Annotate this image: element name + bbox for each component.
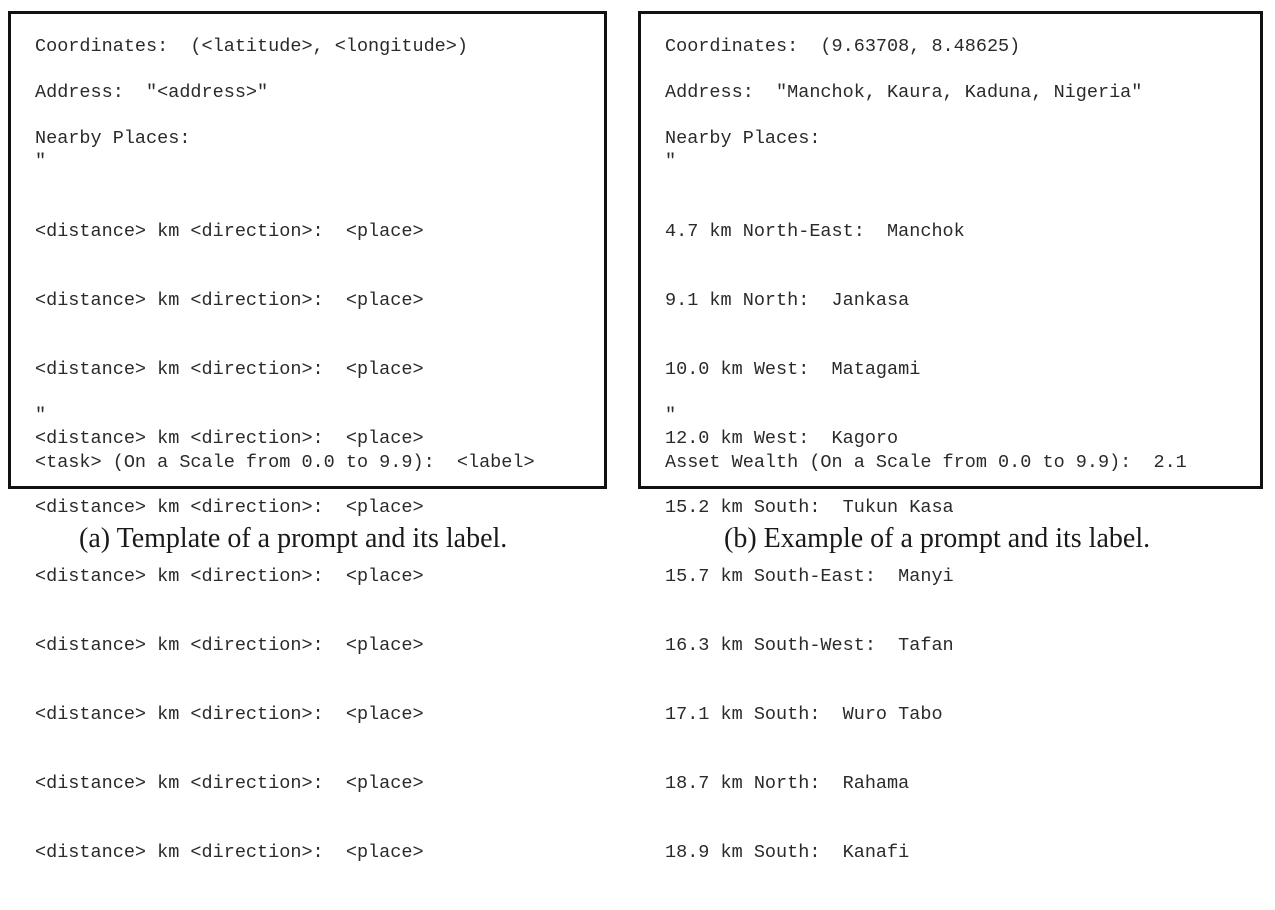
place-row: <distance> km <direction>: <place> [35,359,424,380]
place-row: 15.7 km South-East: Manyi [665,566,954,587]
place-row: 10.0 km West: Matagami [665,359,921,380]
place-row: <distance> km <direction>: <place> [35,221,424,242]
address-line: Address: "Manchok, Kaura, Kaduna, Nigeri… [665,82,1143,103]
place-row: <distance> km <direction>: <place> [35,497,424,518]
open-quote: " [665,151,677,172]
place-row: 15.2 km South: Tukun Kasa [665,497,954,518]
close-quote: " [35,405,47,426]
place-row: <distance> km <direction>: <place> [35,773,424,794]
place-row: <distance> km <direction>: <place> [35,635,424,656]
place-row: 18.9 km South: Kanafi [665,842,910,863]
place-row: 18.7 km North: Rahama [665,773,910,794]
example-caption: (b) Example of a prompt and its label. [724,523,1151,554]
task-line: Asset Wealth (On a Scale from 0.0 to 9.9… [665,452,1187,473]
place-row: <distance> km <direction>: <place> [35,842,424,863]
nearby-places-header: Nearby Places: [35,128,191,149]
place-row: 16.3 km South-West: Tafan [665,635,954,656]
coordinates-line: Coordinates: (<latitude>, <longitude>) [35,36,468,57]
close-quote: " [665,405,677,426]
template-panel: Coordinates: (<latitude>, <longitude>) A… [8,11,607,863]
place-row: <distance> km <direction>: <place> [35,566,424,587]
task-line: <task> (On a Scale from 0.0 to 9.9): <la… [35,452,535,473]
nearby-places-header: Nearby Places: [665,128,821,149]
coordinates-line: Coordinates: (9.63708, 8.48625) [665,36,1021,57]
place-row: 17.1 km South: Wuro Tabo [665,704,943,725]
template-caption: (a) Template of a prompt and its label. [79,523,508,554]
place-row: <distance> km <direction>: <place> [35,290,424,311]
place-row: 12.0 km West: Kagoro [665,428,899,449]
example-panel: Coordinates: (9.63708, 8.48625) Address:… [638,11,1263,863]
open-quote: " [35,151,47,172]
place-row: <distance> km <direction>: <place> [35,428,424,449]
place-row: 9.1 km North: Jankasa [665,290,910,311]
place-row: 4.7 km North-East: Manchok [665,221,965,242]
place-row: <distance> km <direction>: <place> [35,704,424,725]
address-line: Address: "<address>" [35,82,269,103]
